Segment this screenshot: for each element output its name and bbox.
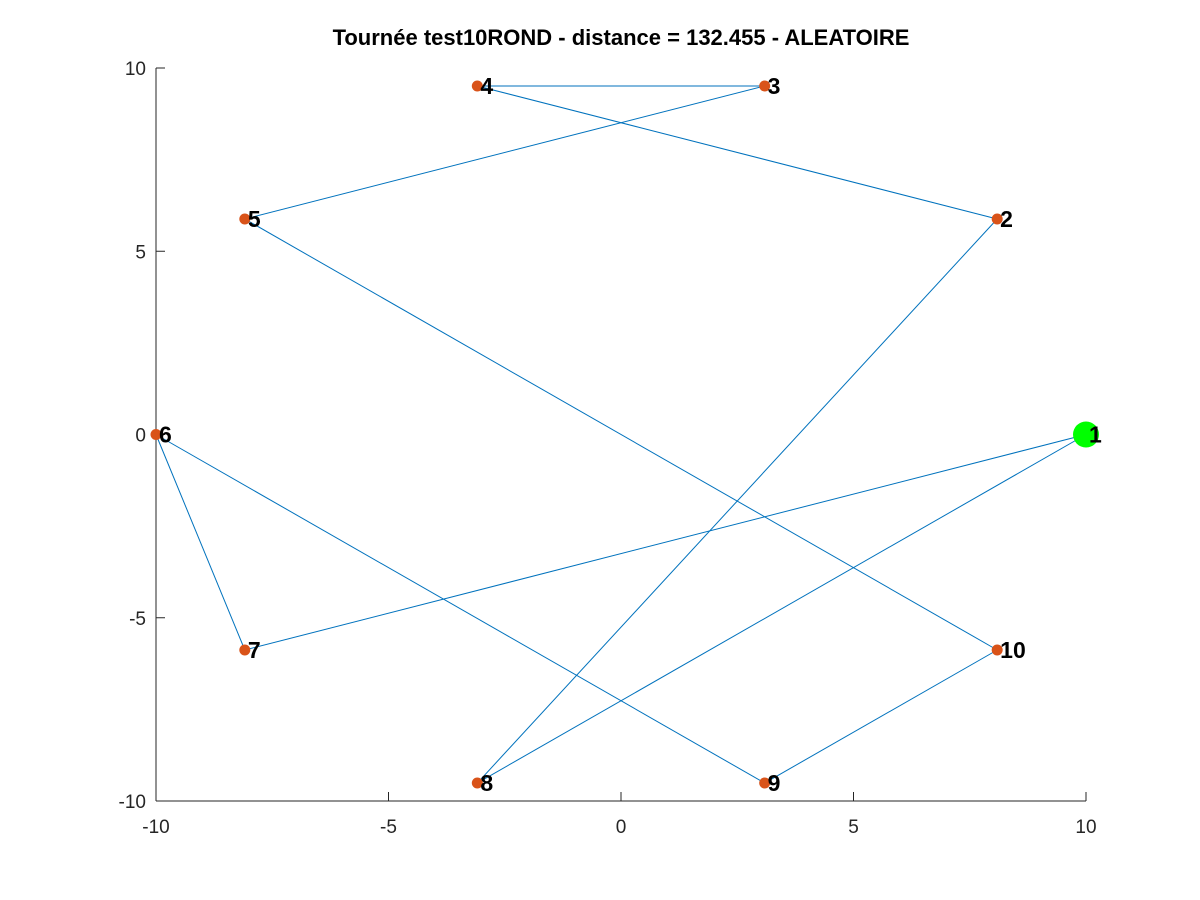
city-point-label: 6 — [159, 422, 172, 448]
axes: -10 -5 0 5 10 -10 -5 0 5 10 — [119, 59, 1097, 838]
city-labels: 1 2 3 4 5 6 7 8 9 10 — [159, 73, 1102, 796]
tour-segment — [477, 434, 1087, 784]
city-point-marker — [239, 644, 251, 656]
x-tick-label: 0 — [616, 817, 627, 838]
city-points — [150, 80, 1099, 789]
tour-segment — [764, 649, 998, 784]
y-tick-label: -5 — [129, 609, 146, 630]
city-point-marker — [239, 213, 251, 225]
city-point-marker — [991, 644, 1003, 656]
y-tick-label: 10 — [125, 59, 146, 80]
city-point-label: 8 — [480, 770, 493, 796]
chart-title: Tournée test10ROND - distance = 132.455 … — [333, 25, 910, 50]
tour-segment — [244, 85, 765, 220]
tour-segment — [476, 218, 998, 784]
tour-path — [155, 85, 1087, 784]
city-point-marker — [471, 80, 483, 92]
city-point-marker — [150, 429, 162, 440]
tour-segment — [155, 434, 246, 651]
city-point-label: 2 — [1000, 206, 1013, 232]
x-tick-label: 10 — [1075, 817, 1096, 838]
city-point-label: 9 — [768, 770, 781, 796]
city-point-marker — [759, 80, 771, 92]
city-point-marker — [759, 777, 771, 789]
city-point-marker — [991, 213, 1003, 225]
city-point-label: 10 — [1000, 637, 1026, 663]
tour-segment — [244, 434, 1087, 651]
city-point-label: 3 — [768, 73, 781, 99]
tour-segment — [477, 85, 998, 220]
city-point-label: 7 — [248, 637, 261, 663]
tour-segment — [244, 218, 998, 651]
city-point-label: 1 — [1089, 422, 1102, 448]
x-tick-label: -5 — [380, 817, 397, 838]
start-point-marker — [1073, 421, 1099, 448]
tour-segment — [155, 434, 765, 784]
x-tick-label: 5 — [848, 817, 859, 838]
city-point-label: 5 — [248, 206, 261, 232]
x-tick-label: -10 — [142, 817, 169, 838]
city-point-label: 4 — [480, 73, 493, 99]
y-tick-label: 0 — [135, 426, 146, 447]
city-point-marker — [471, 777, 483, 789]
y-tick-label: -10 — [119, 792, 146, 813]
y-tick-label: 5 — [135, 242, 146, 263]
